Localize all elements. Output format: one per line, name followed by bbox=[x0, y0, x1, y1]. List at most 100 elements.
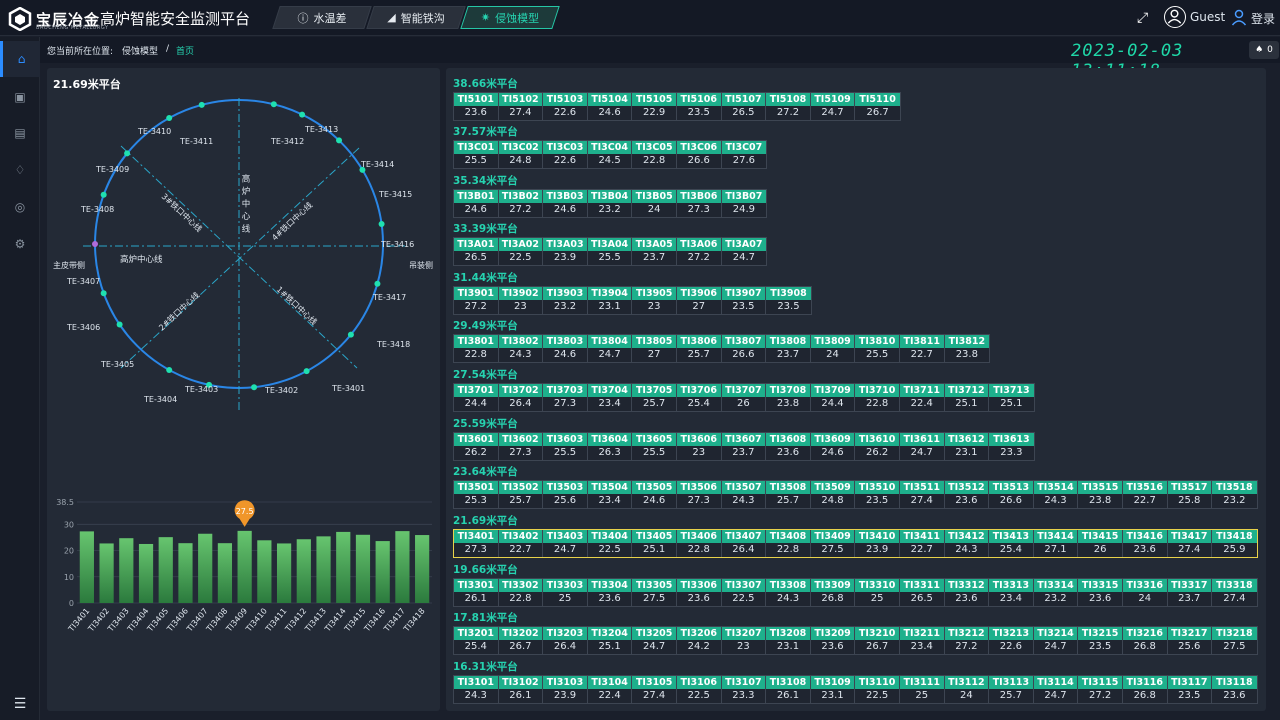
sensor-cell[interactable]: TI3111 25 bbox=[899, 676, 945, 703]
sensor-cell[interactable]: TI3515 23.8 bbox=[1078, 481, 1123, 508]
sensor-cell[interactable]: TI3207 23 bbox=[721, 627, 767, 654]
sensor-cell[interactable]: TI3206 24.2 bbox=[676, 627, 722, 654]
sensor-cell[interactable]: TI3102 26.1 bbox=[498, 676, 544, 703]
sensor-cell[interactable]: TI3104 22.4 bbox=[587, 676, 633, 703]
sensor-cell[interactable]: TI3C02 24.8 bbox=[498, 141, 544, 168]
sensor-cell[interactable]: TI3114 24.7 bbox=[1033, 676, 1079, 703]
sensor-cell[interactable]: TI3A06 27.2 bbox=[676, 238, 722, 265]
sensor-cell[interactable]: TI3806 25.7 bbox=[676, 335, 722, 362]
sensor-cell[interactable]: TI3417 27.4 bbox=[1167, 530, 1213, 557]
sensor-cell[interactable]: TI3210 26.7 bbox=[855, 627, 900, 654]
sensor-cell[interactable]: TI3403 24.7 bbox=[543, 530, 588, 557]
sensor-cell[interactable]: TI3905 23 bbox=[632, 287, 677, 314]
sensor-cell[interactable]: TI3C06 26.6 bbox=[676, 141, 722, 168]
sensor-cell[interactable]: TI3601 26.2 bbox=[454, 433, 499, 460]
sensor-cell[interactable]: TI3906 27 bbox=[676, 287, 722, 314]
sensor-cell[interactable]: TI3B04 23.2 bbox=[587, 190, 633, 217]
sensor-cell[interactable]: TI3107 23.3 bbox=[721, 676, 767, 703]
sensor-cell[interactable]: TI3113 25.7 bbox=[989, 676, 1034, 703]
sensor-cell[interactable]: TI3208 23.1 bbox=[766, 627, 811, 654]
breadcrumb-item-erosion[interactable]: 侵蚀模型 bbox=[122, 47, 159, 57]
sensor-cell[interactable]: TI3C03 22.6 bbox=[543, 141, 588, 168]
sensor-cell[interactable]: TI5110 26.7 bbox=[855, 93, 900, 120]
sensor-cell[interactable]: TI3418 25.9 bbox=[1212, 530, 1257, 557]
sensor-cell[interactable]: TI3809 24 bbox=[810, 335, 856, 362]
sensor-cell[interactable]: TI3308 24.3 bbox=[766, 579, 811, 606]
sensor-cell[interactable]: TI3802 24.3 bbox=[498, 335, 544, 362]
sensor-cell[interactable]: TI3A03 23.9 bbox=[543, 238, 588, 265]
sensor-cell[interactable]: TI5102 27.4 bbox=[498, 93, 544, 120]
sensor-cell[interactable]: TI3405 25.1 bbox=[632, 530, 677, 557]
sensor-cell[interactable]: TI3703 27.3 bbox=[543, 384, 588, 411]
sensor-cell[interactable]: TI3508 25.7 bbox=[766, 481, 811, 508]
sensor-cell[interactable]: TI3407 26.4 bbox=[721, 530, 767, 557]
sensor-cell[interactable]: TI3611 24.7 bbox=[899, 433, 945, 460]
sensor-cell[interactable]: TI3805 27 bbox=[632, 335, 677, 362]
sensor-cell[interactable]: TI3A01 26.5 bbox=[454, 238, 499, 265]
sensor-cell[interactable]: TI3711 22.4 bbox=[899, 384, 945, 411]
sensor-cell[interactable]: TI3807 26.6 bbox=[721, 335, 767, 362]
user-login-icon[interactable] bbox=[1231, 8, 1249, 26]
sensor-cell[interactable]: TI3605 25.5 bbox=[632, 433, 677, 460]
sensor-cell[interactable]: TI3B07 24.9 bbox=[721, 190, 767, 217]
tab-erosion-model[interactable]: ✷ 侵蚀模型 bbox=[460, 6, 560, 29]
sensor-cell[interactable]: TI3708 23.8 bbox=[766, 384, 811, 411]
sensor-cell[interactable]: TI3604 26.3 bbox=[587, 433, 633, 460]
sensor-cell[interactable]: TI3309 26.8 bbox=[810, 579, 856, 606]
sensor-cell[interactable]: TI3118 23.6 bbox=[1212, 676, 1257, 703]
sensor-cell[interactable]: TI3903 23.2 bbox=[543, 287, 588, 314]
sensor-cell[interactable]: TI3811 22.7 bbox=[899, 335, 945, 362]
sensor-cell[interactable]: TI3904 23.1 bbox=[587, 287, 633, 314]
sensor-cell[interactable]: TI3801 22.8 bbox=[454, 335, 499, 362]
sensor-cell[interactable]: TI3216 26.8 bbox=[1122, 627, 1168, 654]
sensor-cell[interactable]: TI3804 24.7 bbox=[587, 335, 633, 362]
sensor-cell[interactable]: TI3318 27.4 bbox=[1212, 579, 1257, 606]
sensor-cell[interactable]: TI3510 23.5 bbox=[855, 481, 900, 508]
sensor-cell[interactable]: TI3511 27.4 bbox=[899, 481, 945, 508]
sensor-cell[interactable]: TI3314 23.2 bbox=[1033, 579, 1079, 606]
sensor-cell[interactable]: TI3304 23.6 bbox=[587, 579, 633, 606]
sensor-cell[interactable]: TI3410 23.9 bbox=[855, 530, 900, 557]
sensor-cell[interactable]: TI3A02 22.5 bbox=[498, 238, 544, 265]
avatar[interactable] bbox=[1164, 6, 1186, 28]
sensor-cell[interactable]: TI3117 23.5 bbox=[1167, 676, 1213, 703]
sensor-cell[interactable]: TI5106 23.5 bbox=[676, 93, 722, 120]
sensor-cell[interactable]: TI3908 23.5 bbox=[766, 287, 811, 314]
sensor-cell[interactable]: TI3A07 24.7 bbox=[721, 238, 767, 265]
sensor-cell[interactable]: TI5104 24.6 bbox=[587, 93, 633, 120]
sensor-cell[interactable]: TI3610 26.2 bbox=[855, 433, 900, 460]
sensor-cell[interactable]: TI3414 27.1 bbox=[1033, 530, 1079, 557]
sensor-cell[interactable]: TI3A04 25.5 bbox=[587, 238, 633, 265]
sensor-cell[interactable]: TI3415 26 bbox=[1078, 530, 1123, 557]
sensor-cell[interactable]: TI3106 22.5 bbox=[676, 676, 722, 703]
sensor-cell[interactable]: TI5105 22.9 bbox=[632, 93, 677, 120]
sensor-cell[interactable]: TI3406 22.8 bbox=[676, 530, 722, 557]
sensor-cell[interactable]: TI3404 22.5 bbox=[587, 530, 633, 557]
sensor-cell[interactable]: TI3101 24.3 bbox=[454, 676, 499, 703]
sensor-cell[interactable]: TI3503 25.6 bbox=[543, 481, 588, 508]
document-icon[interactable]: ▤ bbox=[14, 126, 26, 140]
sensor-cell[interactable]: TI3810 25.5 bbox=[855, 335, 900, 362]
sensor-cell[interactable]: TI3301 26.1 bbox=[454, 579, 499, 606]
home-icon[interactable]: ⌂ bbox=[0, 41, 40, 77]
sensor-cell[interactable]: TI3603 25.5 bbox=[543, 433, 588, 460]
sensor-cell[interactable]: TI3115 27.2 bbox=[1078, 676, 1123, 703]
sensor-cell[interactable]: TI3209 23.6 bbox=[810, 627, 856, 654]
sensor-cell[interactable]: TI3317 23.7 bbox=[1167, 579, 1213, 606]
sensor-cell[interactable]: TI3513 26.6 bbox=[989, 481, 1034, 508]
sensor-cell[interactable]: TI3205 24.7 bbox=[632, 627, 677, 654]
bell-icon[interactable]: ♢ bbox=[14, 163, 26, 177]
sensor-cell[interactable]: TI3506 27.3 bbox=[676, 481, 722, 508]
sensor-cell[interactable]: TI3310 25 bbox=[855, 579, 900, 606]
sensor-cell[interactable]: TI3713 25.1 bbox=[989, 384, 1034, 411]
sensor-cell[interactable]: TI3507 24.3 bbox=[721, 481, 767, 508]
sensor-cell[interactable]: TI3412 24.3 bbox=[944, 530, 990, 557]
sensor-cell[interactable]: TI3710 22.8 bbox=[855, 384, 900, 411]
sensor-cell[interactable]: TI3612 23.1 bbox=[944, 433, 990, 460]
sensor-cell[interactable]: TI3517 25.8 bbox=[1167, 481, 1213, 508]
sensor-cell[interactable]: TI5109 24.7 bbox=[810, 93, 856, 120]
sensor-cell[interactable]: TI3803 24.6 bbox=[543, 335, 588, 362]
sensor-cell[interactable]: TI3C05 22.8 bbox=[632, 141, 677, 168]
sensor-cell[interactable]: TI3514 24.3 bbox=[1033, 481, 1079, 508]
sensor-cell[interactable]: TI3211 23.4 bbox=[899, 627, 945, 654]
